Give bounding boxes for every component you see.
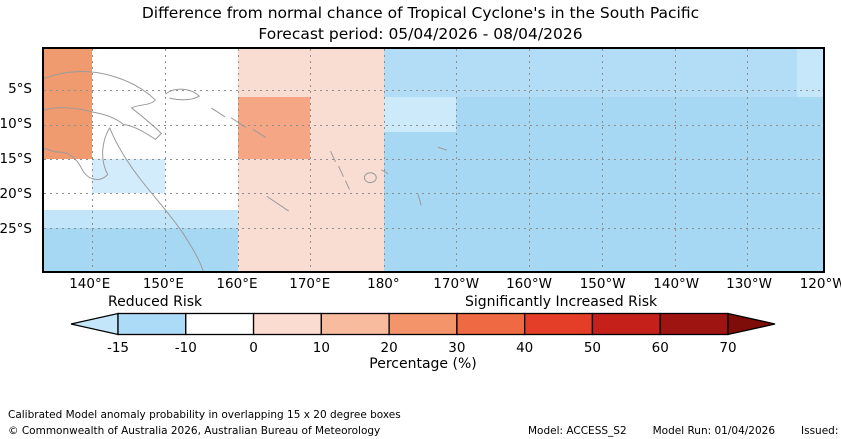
colorbar-tick-label: -15 bbox=[106, 340, 130, 356]
colorbar-tick-label: 10 bbox=[312, 340, 330, 356]
latitude-gridline bbox=[44, 193, 823, 195]
colorbar-tick-label: 60 bbox=[651, 340, 669, 356]
vanuatu-coastline bbox=[330, 150, 350, 190]
longitude-axis: 140°E 150°E 160°E 170°E 180° 170°W 160°W 150°W 1… bbox=[42, 276, 841, 294]
map-cell bbox=[383, 97, 457, 132]
latitude-gridline bbox=[44, 90, 823, 92]
map-cell bbox=[44, 49, 92, 160]
colorbar-axis-title: Percentage (%) bbox=[369, 356, 477, 372]
map-cell bbox=[44, 227, 238, 271]
method-footnote: Calibrated Model anomaly probability in … bbox=[8, 409, 401, 421]
colorbar-tick-label: 40 bbox=[516, 340, 534, 356]
latitude-tick-label: 10°S bbox=[0, 116, 32, 133]
longitude-tick-label: 140°E bbox=[69, 276, 111, 292]
longitude-tick-label: 120°W bbox=[799, 276, 841, 292]
colorbar-tick-label: -10 bbox=[174, 340, 197, 356]
chart-title: Difference from normal chance of Tropica… bbox=[0, 3, 841, 45]
colorbar-segment bbox=[591, 312, 661, 336]
fiji-coastline bbox=[363, 169, 389, 184]
longitude-tick-label: 150°E bbox=[142, 276, 184, 292]
map-cell bbox=[796, 49, 823, 98]
map-cell bbox=[237, 97, 311, 160]
latitude-tick-label: 20°S bbox=[0, 185, 32, 202]
latitude-gridline bbox=[44, 159, 823, 161]
colorbar-segment bbox=[117, 312, 187, 336]
tonga-coastline bbox=[417, 194, 422, 206]
longitude-tick-label: 170°E bbox=[289, 276, 331, 292]
increased-risk-label: Significantly Increased Risk bbox=[465, 294, 658, 310]
longitude-tick-label: 150°W bbox=[579, 276, 626, 292]
latitude-tick-label: 15°S bbox=[0, 151, 32, 168]
colorbar-tick-label: 0 bbox=[249, 340, 258, 356]
colorbar-legend: Reduced Risk Significantly Increased Ris… bbox=[68, 294, 778, 378]
chart-title-line1: Difference from normal chance of Tropica… bbox=[141, 4, 700, 22]
longitude-tick-label: 170°W bbox=[433, 276, 480, 292]
latitude-gridline bbox=[44, 124, 823, 126]
colorbar-left-arrow bbox=[70, 312, 119, 336]
colorbar bbox=[70, 312, 776, 336]
new-britain-coastline bbox=[165, 88, 200, 101]
model-run-date: Model Run: 01/04/2026 bbox=[652, 425, 776, 437]
colorbar-right-arrow bbox=[727, 312, 776, 336]
longitude-tick-label: 140°W bbox=[653, 276, 700, 292]
new-guinea-coastline bbox=[44, 71, 163, 141]
colorbar-segment bbox=[524, 312, 594, 336]
latitude-axis: 5°S 10°S 15°S 20°S 25°S bbox=[0, 47, 36, 273]
copyright-footnote: © Commonwealth of Australia 2026, Austra… bbox=[8, 425, 381, 437]
issued-date: Issued: 03/04/2026 bbox=[801, 425, 841, 437]
longitude-tick-label: 130°W bbox=[726, 276, 772, 292]
colorbar-tick-label: 50 bbox=[583, 340, 602, 356]
colorbar-tick-label: 20 bbox=[380, 340, 398, 356]
colorbar-segment bbox=[320, 312, 390, 336]
colorbar-tick-labels: -15 -10 0 10 20 30 40 50 60 70 bbox=[68, 340, 778, 356]
longitude-tick-label: 180° bbox=[367, 276, 400, 292]
latitude-gridline bbox=[44, 227, 823, 229]
longitude-tick-label: 160°E bbox=[216, 276, 258, 292]
colorbar-segment bbox=[388, 312, 458, 336]
samoa-coastline bbox=[437, 146, 448, 151]
colorbar-segment bbox=[659, 312, 729, 336]
new-caledonia-coastline bbox=[266, 195, 290, 212]
colorbar-tick-label: 70 bbox=[719, 340, 737, 356]
colorbar-segment bbox=[185, 312, 255, 336]
chart-title-line2: Forecast period: 05/04/2026 - 08/04/2026 bbox=[258, 25, 583, 43]
model-metadata: Model: ACCESS_S2 Model Run: 01/04/2026 I… bbox=[528, 425, 841, 437]
colorbar-segment bbox=[456, 312, 526, 336]
model-name: Model: ACCESS_S2 bbox=[528, 425, 627, 437]
colorbar-tick-label: 30 bbox=[448, 340, 466, 356]
latitude-tick-label: 5°S bbox=[8, 81, 32, 98]
colorbar-segment bbox=[252, 312, 322, 336]
reduced-risk-label: Reduced Risk bbox=[108, 294, 203, 310]
australia-coastline bbox=[44, 127, 204, 271]
map-plot bbox=[42, 47, 825, 273]
coastlines-overlay bbox=[44, 71, 448, 271]
latitude-tick-label: 25°S bbox=[0, 220, 32, 237]
longitude-tick-label: 160°W bbox=[506, 276, 552, 292]
